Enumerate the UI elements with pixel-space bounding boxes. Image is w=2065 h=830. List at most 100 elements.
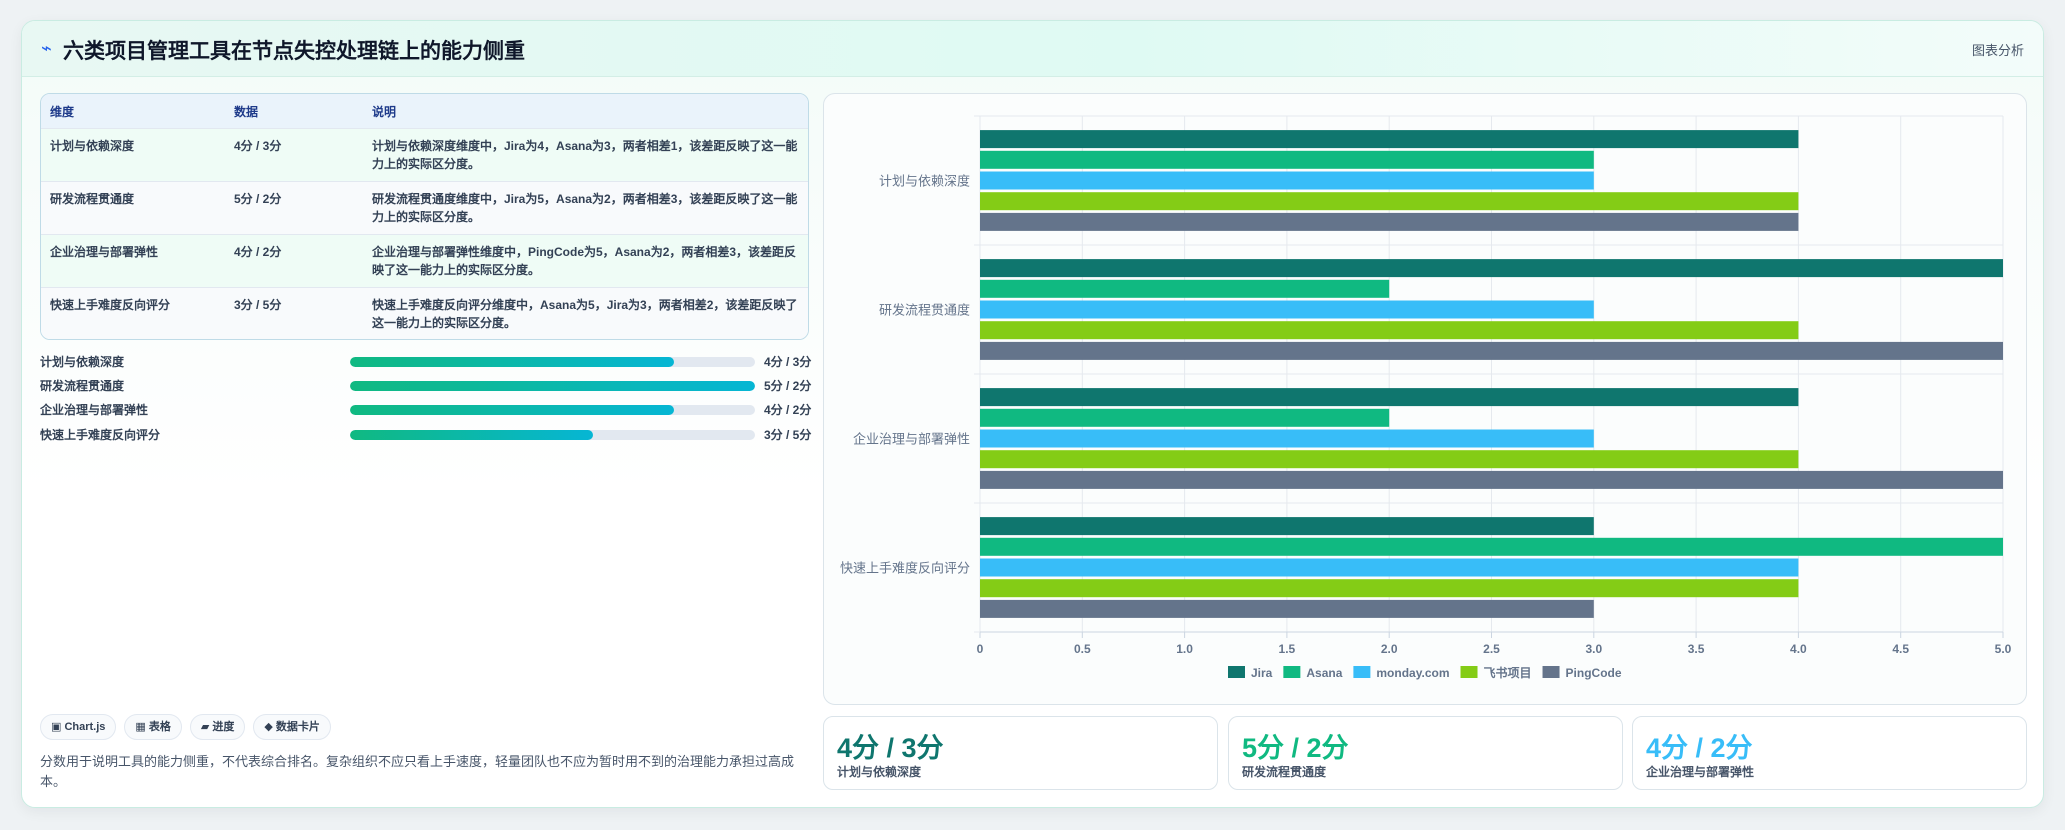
- kpi-label: 研发流程贯通度: [1242, 765, 1327, 779]
- y-category-label: 研发流程贯通度: [879, 303, 970, 318]
- row-description: 企业治理与部署弹性维度中，PingCode为5，Asana为2，两者相差3，该差…: [372, 245, 797, 277]
- x-tick-label: 2.0: [1381, 642, 1398, 656]
- row-description: 快速上手难度反向评分维度中，Asana为5，Jira为3，两者相差2，该差距反映…: [372, 298, 798, 330]
- chip-chartjs[interactable]: ▣ Chart.js: [40, 714, 117, 740]
- kpi-label: 企业治理与部署弹性: [1646, 765, 1755, 779]
- progress-label: 计划与依赖深度: [40, 355, 125, 369]
- table-header-row: 维度 数据 说明: [41, 94, 808, 128]
- bar: [980, 388, 1799, 407]
- table-row: 计划与依赖深度 4分 / 3分 计划与依赖深度维度中，Jira为4，Asana为…: [41, 128, 808, 181]
- bar: [980, 450, 1799, 469]
- bar: [980, 321, 1799, 340]
- x-tick-label: 4.0: [1790, 642, 1807, 656]
- kpi-card: 4分 / 3分 计划与依赖深度: [823, 716, 1218, 790]
- lightning-icon: ⌁: [41, 38, 52, 58]
- progress-row: 研发流程贯通度 5分 / 2分: [40, 375, 820, 395]
- column-header-data: 数据: [234, 105, 259, 119]
- progress-track: [350, 381, 755, 391]
- x-tick-label: 2.5: [1483, 642, 1500, 656]
- progress-track: [350, 357, 755, 367]
- row-data: 5分 / 2分: [234, 192, 282, 206]
- bar: [980, 130, 1799, 149]
- progress-track: [350, 430, 755, 440]
- x-tick-label: 0.5: [1074, 642, 1091, 656]
- x-tick-label: 3.0: [1585, 642, 1602, 656]
- progress-value: 4分 / 3分: [764, 355, 812, 369]
- card-header: ⌁ 六类项目管理工具在节点失控处理链上的能力侧重 图表分析: [22, 21, 2043, 77]
- kpi-value: 4分 / 2分: [1646, 733, 1753, 763]
- bar: [980, 192, 1799, 211]
- progress-value: 4分 / 2分: [764, 403, 812, 417]
- row-dimension: 计划与依赖深度: [50, 139, 135, 153]
- x-tick-label: 5.0: [1995, 642, 2012, 656]
- row-description: 计划与依赖深度维度中，Jira为4，Asana为3，两者相差1，该差距反映了这一…: [372, 139, 798, 171]
- x-tick-label: 4.5: [1892, 642, 1909, 656]
- chip-data-cards[interactable]: ◆ 数据卡片: [253, 714, 331, 740]
- legend-swatch: [1460, 666, 1478, 678]
- bar: [980, 212, 1799, 231]
- x-tick-label: 1.0: [1176, 642, 1193, 656]
- kpi-label: 计划与依赖深度: [837, 765, 922, 779]
- progress-label: 企业治理与部署弹性: [40, 403, 149, 417]
- table-row: 快速上手难度反向评分 3分 / 5分 快速上手难度反向评分维度中，Asana为5…: [41, 287, 808, 339]
- row-data: 4分 / 2分: [234, 245, 282, 259]
- progress-row: 企业治理与部署弹性 4分 / 2分: [40, 399, 820, 419]
- bar: [980, 150, 1594, 169]
- progress-label: 快速上手难度反向评分: [40, 428, 161, 442]
- kpi-card: 5分 / 2分 研发流程贯通度: [1228, 716, 1623, 790]
- progress-track: [350, 405, 755, 415]
- page-title: 六类项目管理工具在节点失控处理链上的能力侧重: [63, 40, 525, 63]
- table-row: 企业治理与部署弹性 4分 / 2分 企业治理与部署弹性维度中，PingCode为…: [41, 234, 808, 287]
- legend-swatch: [1228, 666, 1245, 678]
- bar: [980, 537, 2003, 556]
- footnote: 分数用于说明工具的能力侧重，不代表综合排名。复杂组织不应只看上手速度，轻量团队也…: [40, 754, 795, 789]
- chip-progress[interactable]: ▰ 进度: [189, 714, 246, 740]
- column-header-dimension: 维度: [50, 105, 75, 119]
- progress-value: 5分 / 2分: [764, 379, 812, 393]
- progress-fill: [350, 381, 755, 391]
- legend-swatch: [1353, 666, 1371, 678]
- bar: [980, 279, 1390, 298]
- progress-fill: [350, 357, 674, 367]
- row-dimension: 企业治理与部署弹性: [50, 245, 159, 259]
- row-description: 研发流程贯通度维度中，Jira为5，Asana为2，两者相差3，该差距反映了这一…: [372, 192, 798, 224]
- legend-label: Jira: [1251, 666, 1273, 680]
- y-category-label: 快速上手难度反向评分: [840, 561, 970, 576]
- bar-chart-panel: 0 0.5 1.0 1.5 2.0 2.5 3.0 3.5 4.0 4.5 5.0 计划与依赖深度 研发…: [823, 93, 2027, 705]
- x-tick-label: 3.5: [1688, 642, 1705, 656]
- progress-row: 计划与依赖深度 4分 / 3分: [40, 351, 820, 371]
- legend-label: monday.com: [1376, 666, 1449, 680]
- x-tick-label: 0: [977, 642, 984, 656]
- bar-chart: 0 0.5 1.0 1.5 2.0 2.5 3.0 3.5 4.0 4.5 5.0 计划与依赖深度研发…: [840, 115, 2012, 680]
- legend-label: Asana: [1306, 666, 1342, 680]
- progress-label: 研发流程贯通度: [40, 379, 125, 393]
- bar: [980, 599, 1594, 618]
- x-tick-label: 1.5: [1279, 642, 1296, 656]
- legend-label: PingCode: [1566, 666, 1622, 680]
- legend-swatch: [1283, 666, 1301, 678]
- kpi-card: 4分 / 2分 企业治理与部署弹性: [1632, 716, 2027, 790]
- y-category-label: 计划与依赖深度: [879, 174, 970, 189]
- column-header-description: 说明: [372, 105, 397, 119]
- legend-label: 飞书项目: [1484, 665, 1532, 680]
- bar: [980, 408, 1390, 427]
- progress-value: 3分 / 5分: [764, 428, 812, 442]
- kpi-value: 5分 / 2分: [1242, 733, 1349, 763]
- chip-table[interactable]: ▦ 表格: [124, 714, 182, 740]
- row-data: 3分 / 5分: [234, 298, 282, 312]
- bar: [980, 171, 1594, 190]
- data-table: 维度 数据 说明 计划与依赖深度 4分 / 3分 计划与依赖深度维度中，Jira…: [40, 93, 809, 340]
- bar: [980, 470, 2003, 489]
- row-dimension: 快速上手难度反向评分: [50, 298, 171, 312]
- bar: [980, 259, 2003, 278]
- chart-analysis-tag: 图表分析: [1971, 43, 2024, 58]
- progress-row: 快速上手难度反向评分 3分 / 5分: [40, 424, 820, 444]
- progress-fill: [350, 405, 674, 415]
- bar: [980, 517, 1594, 536]
- analysis-card: ⌁ 六类项目管理工具在节点失控处理链上的能力侧重 图表分析 维度 数据 说明 计…: [21, 20, 2044, 808]
- table-row: 研发流程贯通度 5分 / 2分 研发流程贯通度维度中，Jira为5，Asana为…: [41, 181, 808, 234]
- bar: [980, 300, 1594, 319]
- row-dimension: 研发流程贯通度: [50, 192, 135, 206]
- row-data: 4分 / 3分: [234, 139, 282, 153]
- kpi-value: 4分 / 3分: [837, 733, 944, 763]
